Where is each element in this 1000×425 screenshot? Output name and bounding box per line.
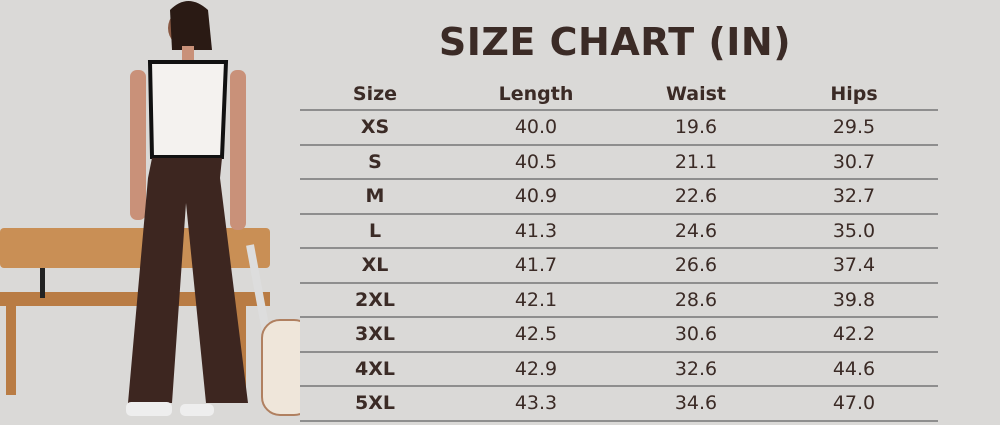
cell-size: XS [300,110,450,146]
page-title: SIZE CHART (IN) [438,20,792,64]
table-row: L 41.3 24.6 35.0 [300,213,938,249]
cell-hips: 29.5 [770,110,938,146]
header-waist: Waist [622,78,770,111]
cell-size: S [300,144,450,180]
cell-length: 41.3 [450,213,622,249]
cell-waist: 21.1 [622,144,770,180]
cell-size: 4XL [300,351,450,387]
table-row: 5XL 43.3 34.6 47.0 [300,386,938,422]
cell-waist: 24.6 [622,213,770,249]
model-figure [126,1,248,416]
table-header-row: Size Length Waist Hips [300,78,938,111]
cell-hips: 44.6 [770,351,938,387]
cell-waist: 30.6 [622,317,770,353]
table-row: XS 40.0 19.6 29.5 [300,110,938,146]
table-row: M 40.9 22.6 32.7 [300,179,938,215]
cell-length: 43.3 [450,386,622,422]
table-row: XL 41.7 26.6 37.4 [300,248,938,284]
cell-waist: 28.6 [622,282,770,318]
cell-hips: 37.4 [770,248,938,284]
table-row: 4XL 42.9 32.6 44.6 [300,351,938,387]
cell-length: 40.9 [450,179,622,215]
cell-waist: 32.6 [622,351,770,387]
cell-size: XL [300,248,450,284]
cell-waist: 26.6 [622,248,770,284]
header-hips: Hips [770,78,938,111]
cell-length: 40.0 [450,110,622,146]
cell-length: 40.5 [450,144,622,180]
cell-waist: 34.6 [622,386,770,422]
table-row: 3XL 42.5 30.6 42.2 [300,317,938,353]
cell-size: 2XL [300,282,450,318]
cell-hips: 42.2 [770,317,938,353]
model-photo [0,1,300,416]
cell-size: 5XL [300,386,450,422]
cell-hips: 32.7 [770,179,938,215]
cell-size: M [300,179,450,215]
cell-hips: 39.8 [770,282,938,318]
header-length: Length [450,78,622,111]
cell-length: 42.9 [450,351,622,387]
cell-length: 41.7 [450,248,622,284]
cell-hips: 47.0 [770,386,938,422]
size-chart-table: Size Length Waist Hips XS 40.0 19.6 29.5 S 40… [300,78,938,422]
header-size: Size [300,78,450,111]
cell-waist: 22.6 [622,179,770,215]
cell-waist: 19.6 [622,110,770,146]
cell-hips: 35.0 [770,213,938,249]
cell-length: 42.1 [450,282,622,318]
cell-length: 42.5 [450,317,622,353]
tennis-bag-illustration [246,244,300,416]
cell-size: L [300,213,450,249]
table-row: S 40.5 21.1 30.7 [300,144,938,180]
table-row: 2XL 42.1 28.6 39.8 [300,282,938,318]
cell-size: 3XL [300,317,450,353]
cell-hips: 30.7 [770,144,938,180]
